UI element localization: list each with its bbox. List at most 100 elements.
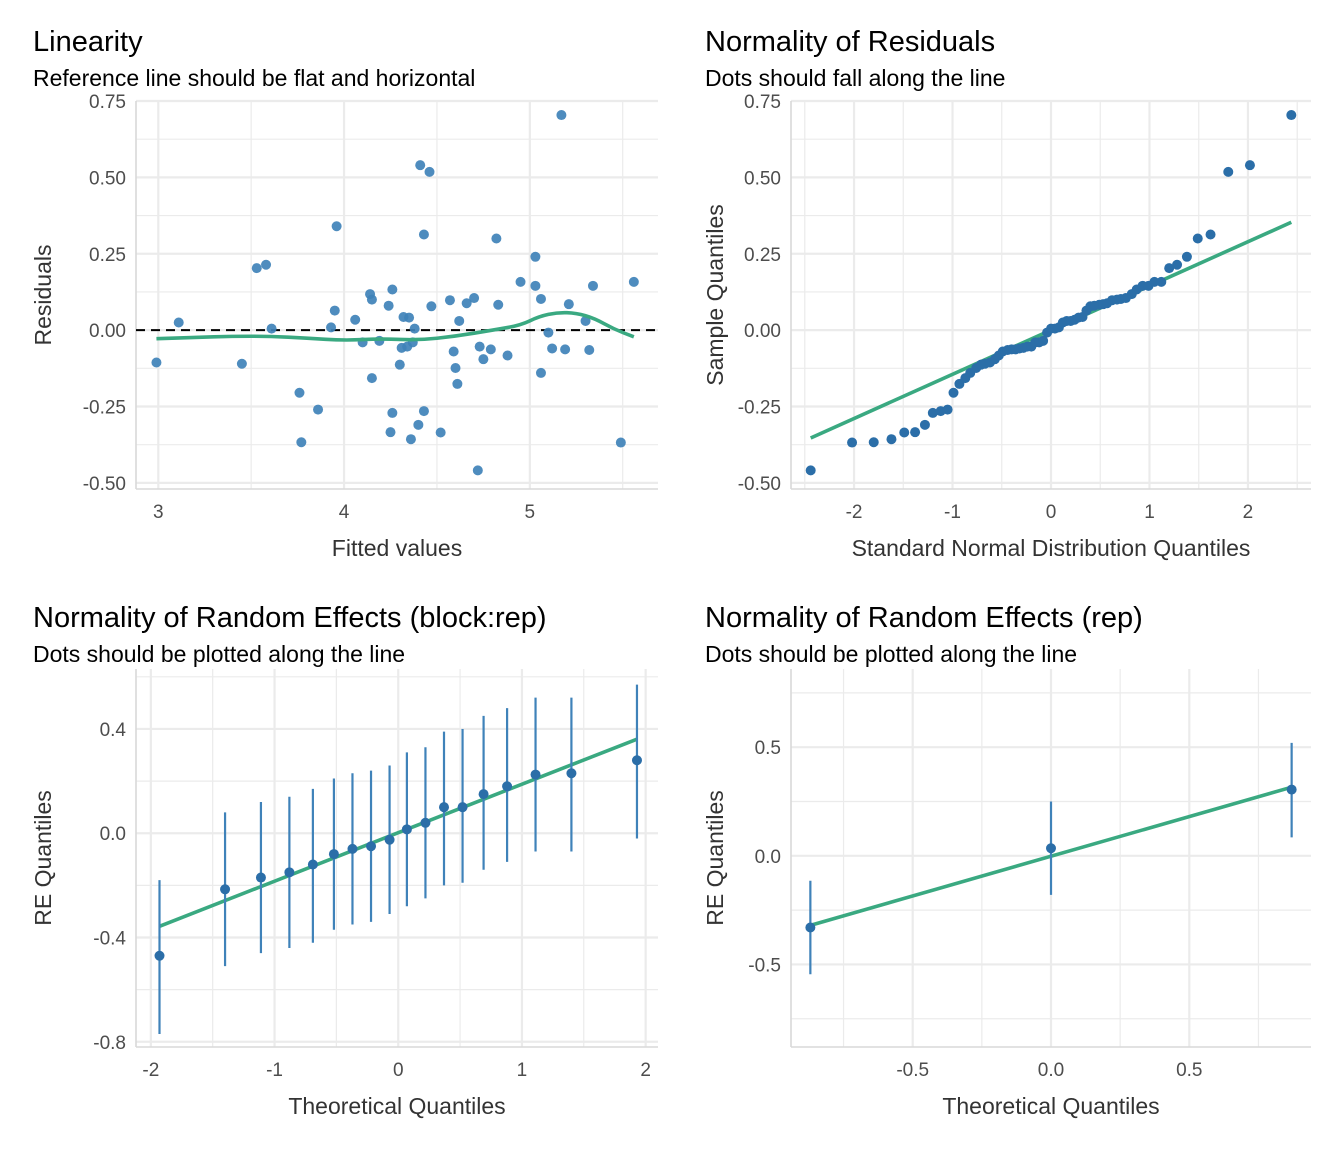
data-point [530, 769, 541, 780]
data-point [394, 359, 405, 370]
data-point [236, 358, 247, 369]
data-point [448, 346, 459, 357]
data-point [409, 323, 420, 334]
data-point [284, 867, 295, 878]
y-tick-label: -0.50 [738, 474, 781, 495]
data-point [1172, 259, 1183, 270]
x-tick-label: 2 [640, 1060, 651, 1081]
y-tick-label: 0.25 [89, 245, 126, 266]
data-point [1192, 233, 1203, 244]
x-tick-label: -0.5 [896, 1060, 929, 1081]
data-point [401, 824, 412, 835]
data-point [631, 755, 642, 766]
y-tick-label: -0.25 [738, 398, 781, 419]
data-point [547, 343, 558, 354]
y-tick-label: 0.75 [89, 92, 126, 113]
y-tick-label: -0.5 [748, 955, 781, 976]
data-point [366, 373, 377, 384]
x-tick-label: -1 [944, 502, 961, 523]
data-point [313, 404, 324, 415]
data-point [452, 378, 463, 389]
data-point [457, 802, 468, 813]
y-tick-label: 0.25 [744, 245, 781, 266]
x-tick-label: 3 [153, 502, 164, 523]
x-tick-label: -2 [846, 502, 863, 523]
data-point [927, 407, 938, 418]
data-point [530, 280, 541, 291]
data-point [296, 437, 307, 448]
data-point [472, 465, 483, 476]
chart-subtitle: Dots should fall along the line [705, 65, 1006, 91]
data-point [566, 768, 577, 779]
data-point [329, 305, 340, 316]
data-point [584, 344, 595, 355]
y-tick-label: 0.50 [89, 168, 126, 189]
chart-title: Linearity [33, 26, 143, 58]
data-point [948, 387, 959, 398]
data-point [415, 160, 426, 171]
data-point [450, 363, 461, 374]
data-point [1156, 276, 1167, 287]
data-point [347, 843, 358, 854]
data-point [478, 354, 489, 365]
x-tick-label: 4 [339, 502, 350, 523]
x-tick-label: -2 [142, 1060, 159, 1081]
re-rep-plot: -0.5 0.0 0.5 -0.5 0.0 0.5 Theoretical Quantile… [702, 669, 1311, 1119]
x-tick-label: 0.5 [1176, 1060, 1202, 1081]
data-point [910, 427, 921, 438]
chart-title: Normality of Random Effects (block:rep) [33, 602, 547, 634]
data-point [1038, 335, 1049, 346]
data-point [418, 406, 429, 417]
smooth-line [156, 310, 635, 342]
data-point [404, 312, 415, 323]
data-point [474, 341, 485, 352]
data-point [328, 849, 339, 860]
data-point [615, 437, 626, 448]
data-point [326, 322, 337, 333]
data-point [535, 293, 546, 304]
data-point [469, 293, 480, 304]
data-point [405, 434, 416, 445]
data-point [383, 300, 394, 311]
chart-title: Normality of Random Effects (rep) [705, 602, 1143, 634]
y-tick-label: 0.5 [755, 738, 781, 759]
data-point [454, 315, 465, 326]
data-point [805, 922, 816, 933]
data-point [426, 301, 437, 312]
data-point [1286, 784, 1297, 795]
data-point [543, 327, 554, 338]
data-point [1164, 263, 1175, 274]
x-axis-title: Standard Normal Distribution Quantiles [852, 535, 1251, 561]
y-tick-label: 0.4 [100, 720, 127, 741]
data-point [444, 295, 455, 306]
data-point [413, 419, 424, 430]
data-point [535, 367, 546, 378]
chart-subtitle: Dots should be plotted along the line [33, 641, 406, 667]
y-tick-label: 0.0 [755, 847, 781, 868]
y-tick-label: 0.00 [89, 321, 126, 342]
data-point [420, 817, 431, 828]
data-point [461, 298, 472, 309]
y-axis-title: RE Quantiles [30, 790, 56, 926]
y-axis-title: RE Quantiles [702, 790, 728, 926]
data-point [424, 166, 435, 177]
x-tick-label: 0 [1046, 502, 1057, 523]
data-point [387, 284, 398, 295]
data-point [266, 323, 277, 334]
y-tick-label: -0.50 [83, 474, 126, 495]
re-block-rep-plot: -2 -1 0 1 2 -0.8 -0.4 0.0 0.4 Theoretical Quantil… [30, 669, 658, 1119]
data-point [628, 276, 639, 287]
y-tick-label: -0.4 [93, 929, 126, 950]
data-point [385, 427, 396, 438]
data-point [580, 315, 591, 326]
data-point [1046, 843, 1056, 854]
data-point [502, 781, 513, 792]
data-point [154, 950, 165, 961]
data-point [173, 317, 184, 328]
data-point [1205, 229, 1216, 240]
qq-reference-line [158, 737, 638, 928]
x-tick-label: 2 [1243, 502, 1254, 523]
data-point [255, 872, 266, 883]
x-tick-label: 0.0 [1038, 1060, 1064, 1081]
data-point [886, 434, 897, 445]
